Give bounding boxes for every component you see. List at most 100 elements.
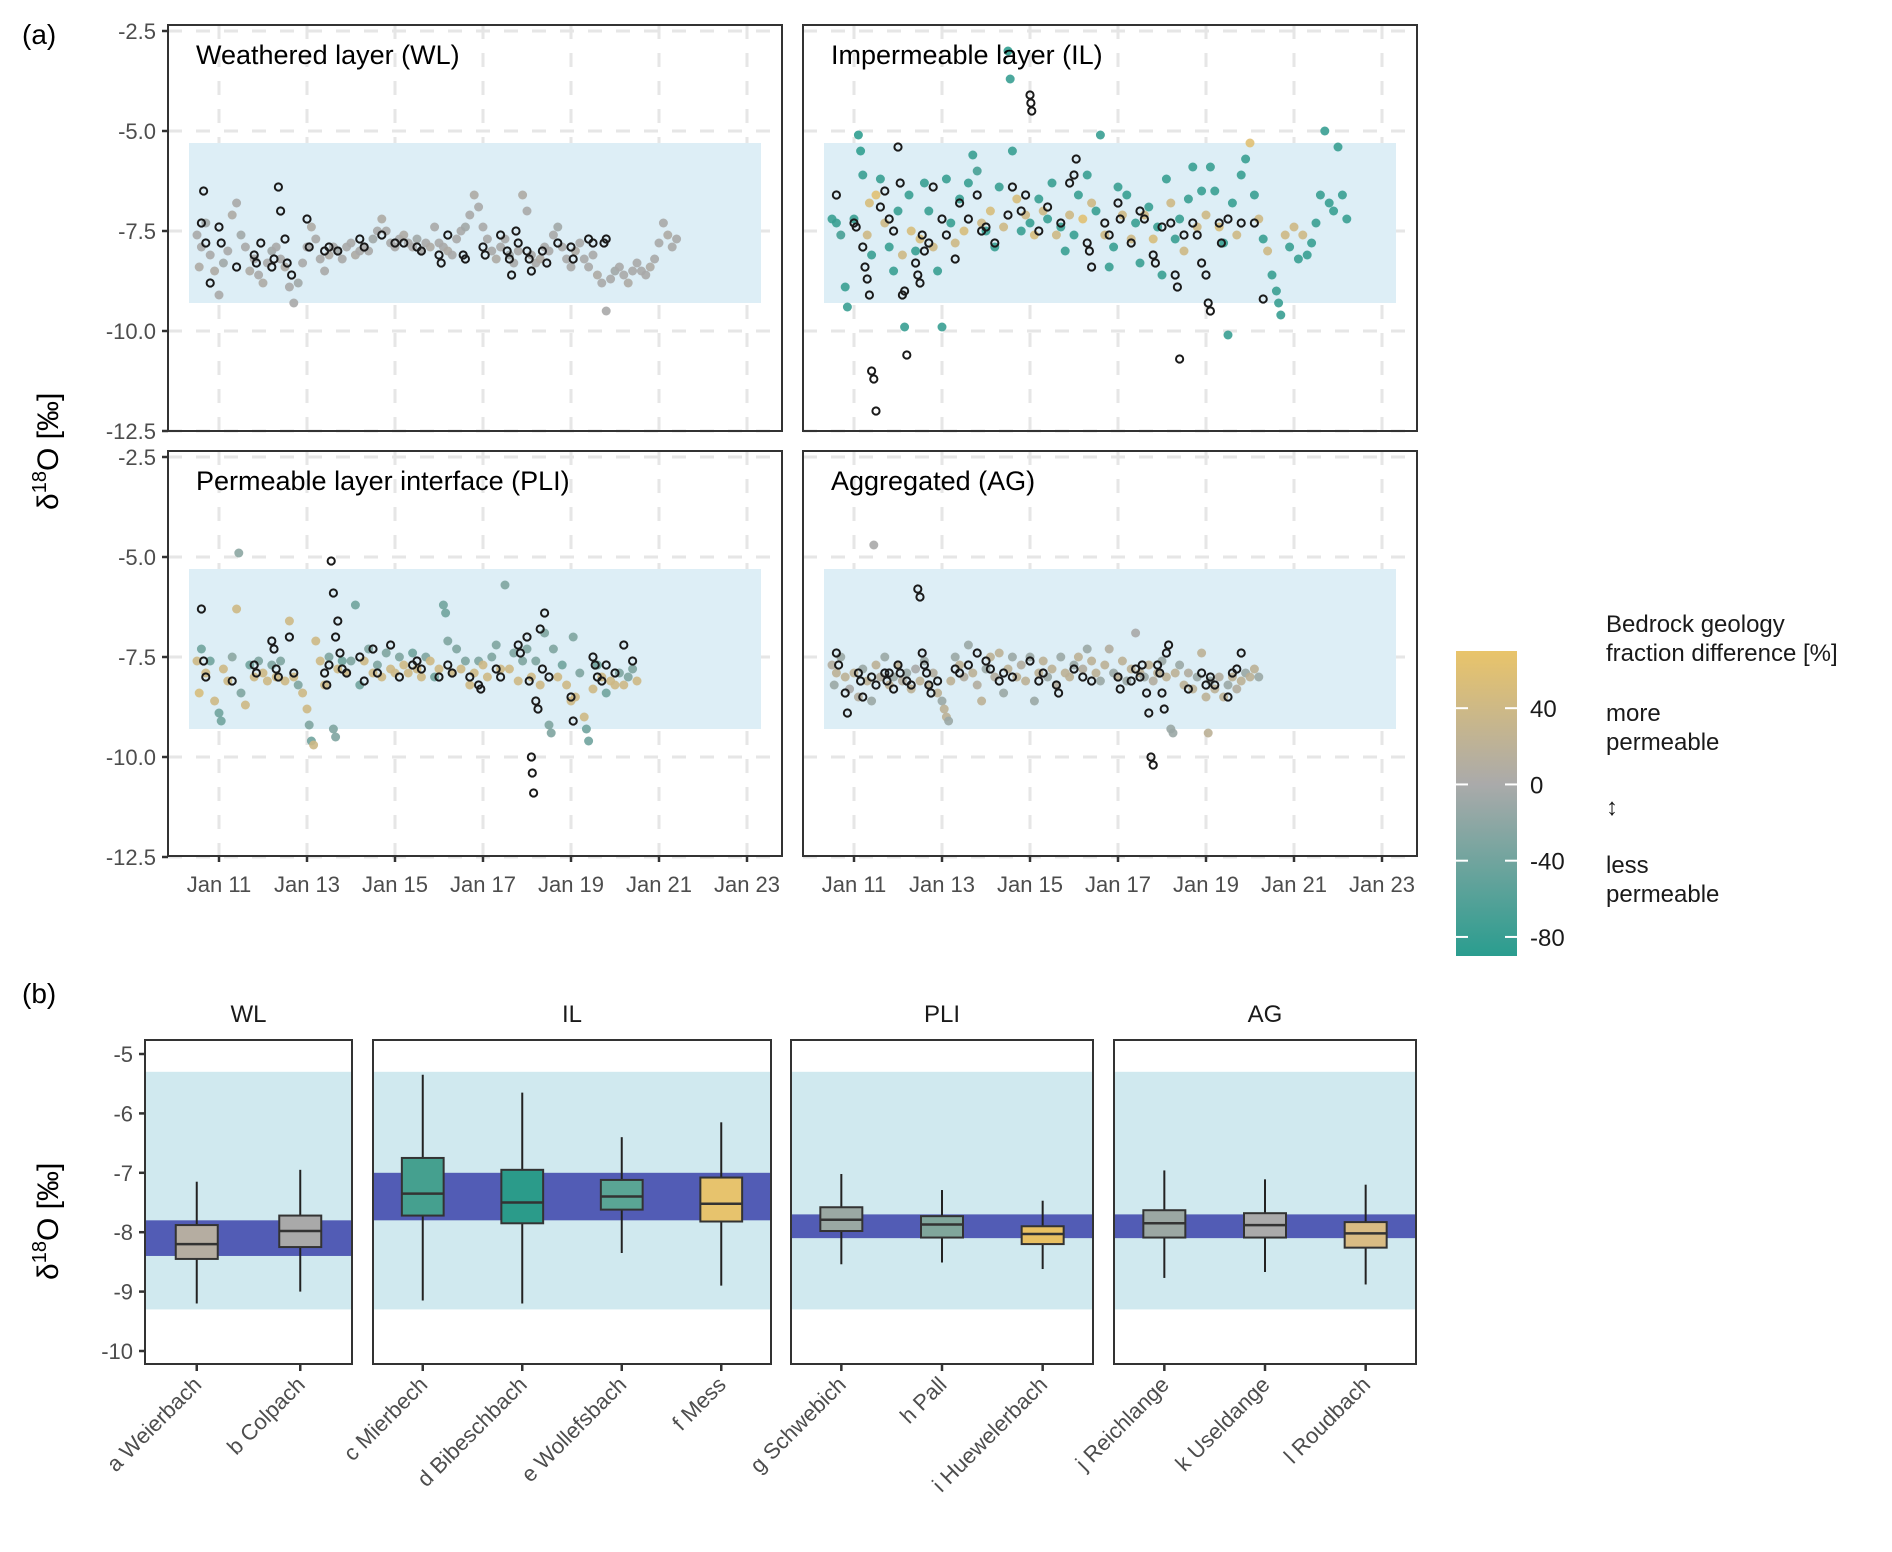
data-point [1166, 198, 1176, 208]
data-point [1016, 226, 1026, 236]
data-point [522, 644, 532, 654]
y-tick-label: -7.5 [118, 645, 156, 670]
data-point [1210, 186, 1220, 196]
data-point [840, 282, 850, 292]
highlight-point [864, 290, 875, 300]
data-point [425, 656, 435, 666]
data-point [1227, 198, 1237, 208]
highlight-point [333, 616, 343, 626]
highlight-point [895, 178, 905, 188]
data-point [906, 226, 916, 236]
data-point [1276, 310, 1286, 320]
highlight-point [588, 652, 598, 662]
highlight-point [251, 668, 261, 678]
data-point [1100, 660, 1110, 670]
highlight-point [324, 242, 334, 252]
highlight-point [1126, 238, 1136, 248]
data-point [592, 270, 602, 280]
data-point [553, 222, 563, 232]
highlight-point [232, 262, 242, 272]
data-point [394, 652, 404, 662]
highlight-point [950, 254, 960, 264]
data-point [584, 736, 594, 746]
highlight-point [619, 640, 629, 650]
data-point [575, 668, 585, 678]
x-tick-label: l Roudbach [1279, 1372, 1375, 1468]
data-point [504, 664, 514, 674]
data-point [311, 636, 321, 646]
panel-frame [144, 1039, 353, 1365]
highlight-point [269, 644, 279, 654]
data-point [584, 262, 594, 272]
data-point [328, 724, 338, 734]
data-point [262, 676, 272, 686]
data-point [999, 222, 1009, 232]
x-tick-label: Jan 21 [626, 872, 692, 897]
highlight-point [1131, 664, 1141, 674]
highlight-point [1115, 214, 1125, 224]
data-point [941, 174, 951, 184]
highlight-point [1069, 170, 1079, 180]
data-point [575, 238, 585, 248]
highlight-point [1137, 660, 1147, 670]
highlight-point [1007, 672, 1018, 682]
highlight-point [941, 230, 952, 240]
highlight-point [326, 556, 336, 566]
highlight-point [1056, 218, 1066, 228]
highlight-point [831, 190, 842, 200]
data-point [1122, 190, 1132, 200]
highlight-point [1007, 182, 1018, 192]
reference-band [824, 143, 1396, 303]
highlight-point [999, 668, 1009, 678]
data-point [1170, 668, 1180, 678]
highlight-point [1148, 760, 1158, 770]
data-point [320, 680, 330, 690]
data-point [1197, 648, 1207, 658]
legend-less-line2: permeable [1606, 881, 1719, 908]
highlight-point [1087, 262, 1097, 272]
highlight-point [858, 242, 868, 252]
data-point [1298, 230, 1308, 240]
x-tick-label: Jan 13 [274, 872, 340, 897]
highlight-point [1082, 238, 1092, 248]
highlight-point [359, 676, 369, 686]
highlight-point [416, 246, 426, 256]
highlight-point [372, 668, 382, 678]
data-point [1087, 656, 1097, 666]
data-point [236, 230, 246, 240]
data-point [1148, 234, 1158, 244]
data-point [1245, 672, 1255, 682]
data-point [258, 668, 268, 678]
data-point [836, 230, 846, 240]
data-point [441, 608, 451, 618]
highlight-point [610, 668, 620, 678]
highlight-point [271, 664, 281, 674]
data-point [1117, 656, 1127, 666]
highlight-point [199, 656, 209, 666]
scatter-panel-pli: Permeable layer interface (PLI) -2.5 -5.0 -… [106, 445, 783, 897]
data-point [513, 676, 523, 686]
highlight-point [867, 672, 877, 682]
data-point [1016, 660, 1026, 670]
data-point [205, 656, 215, 666]
highlight-point [831, 648, 842, 658]
highlight-point [205, 278, 215, 288]
data-point [645, 262, 655, 272]
data-point [331, 732, 341, 742]
highlight-point [906, 680, 916, 690]
data-point [650, 254, 660, 264]
x-tick-label: Jan 19 [1173, 872, 1239, 897]
highlight-point [902, 350, 912, 360]
data-point [1131, 218, 1141, 228]
data-point [840, 672, 850, 682]
strip-label: WL [231, 1001, 267, 1028]
highlight-point [320, 668, 330, 678]
highlight-point [1164, 640, 1174, 650]
data-point [880, 652, 890, 662]
data-point [258, 278, 268, 288]
highlight-point [972, 648, 982, 658]
data-point [460, 656, 470, 666]
data-point [443, 636, 453, 646]
highlight-point [1175, 354, 1185, 364]
x-tick-label: Jan 17 [1085, 872, 1151, 897]
